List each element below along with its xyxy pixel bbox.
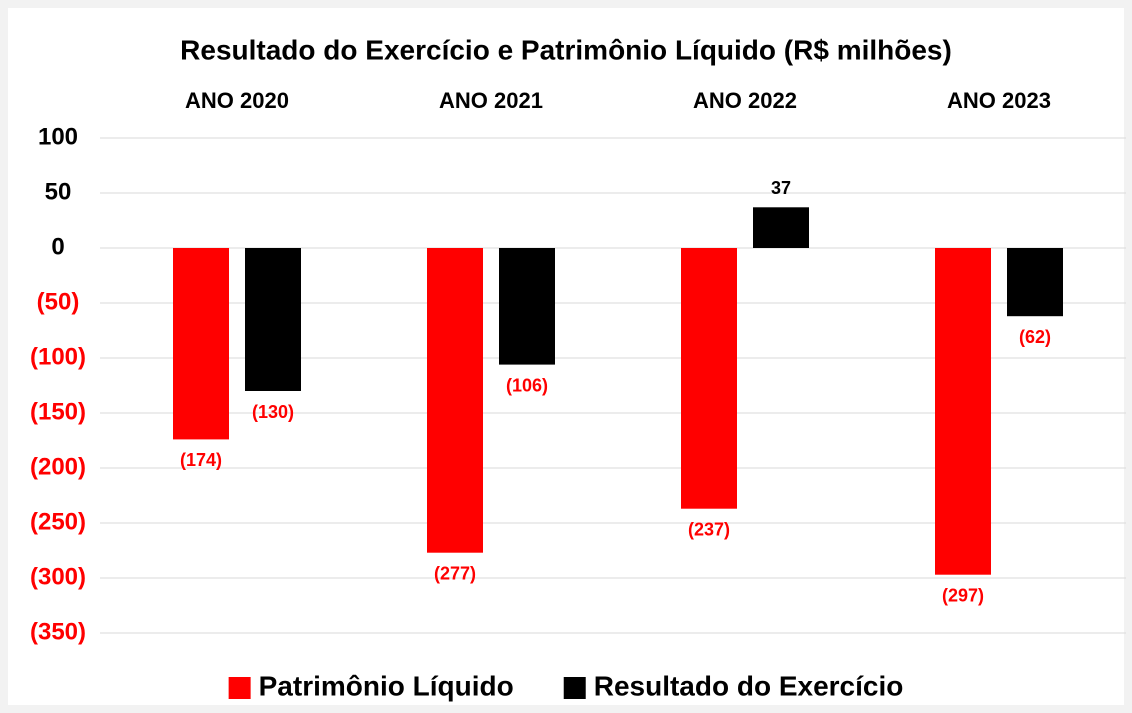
- bar: [173, 248, 229, 440]
- x-category-label: ANO 2021: [439, 88, 543, 113]
- y-tick-label: (300): [30, 563, 86, 590]
- y-tick-label: 0: [51, 233, 64, 260]
- bar: [1007, 248, 1063, 317]
- y-tick-label: (150): [30, 398, 86, 425]
- bar: [499, 248, 555, 365]
- y-tick-label: (200): [30, 453, 86, 480]
- data-label: (130): [252, 402, 294, 422]
- legend-swatch: [228, 677, 251, 699]
- data-label: 37: [771, 178, 791, 198]
- legend-label: Resultado do Exercício: [594, 670, 904, 701]
- x-category-label: ANO 2023: [947, 88, 1051, 113]
- y-tick-label: 100: [38, 123, 78, 150]
- data-label: (237): [688, 519, 730, 539]
- x-category-label: ANO 2020: [185, 88, 289, 113]
- data-label: (277): [434, 563, 476, 583]
- data-label: (174): [180, 450, 222, 470]
- bar: [245, 248, 301, 391]
- bar: [935, 248, 991, 575]
- data-label: (297): [942, 585, 984, 605]
- y-tick-label: (100): [30, 343, 86, 370]
- y-tick-label: (250): [30, 508, 86, 535]
- data-label: (106): [506, 375, 548, 395]
- y-tick-label: (50): [37, 288, 80, 315]
- chart-title: Resultado do Exercício e Patrimônio Líqu…: [180, 34, 952, 65]
- legend-label: Patrimônio Líquido: [259, 670, 514, 701]
- legend-swatch: [563, 677, 586, 699]
- bar: [681, 248, 737, 509]
- y-tick-label: 50: [45, 178, 72, 205]
- y-tick-label: (350): [30, 618, 86, 645]
- data-label: (62): [1019, 327, 1051, 347]
- x-category-label: ANO 2022: [693, 88, 797, 113]
- bar: [427, 248, 483, 553]
- bar: [753, 207, 809, 248]
